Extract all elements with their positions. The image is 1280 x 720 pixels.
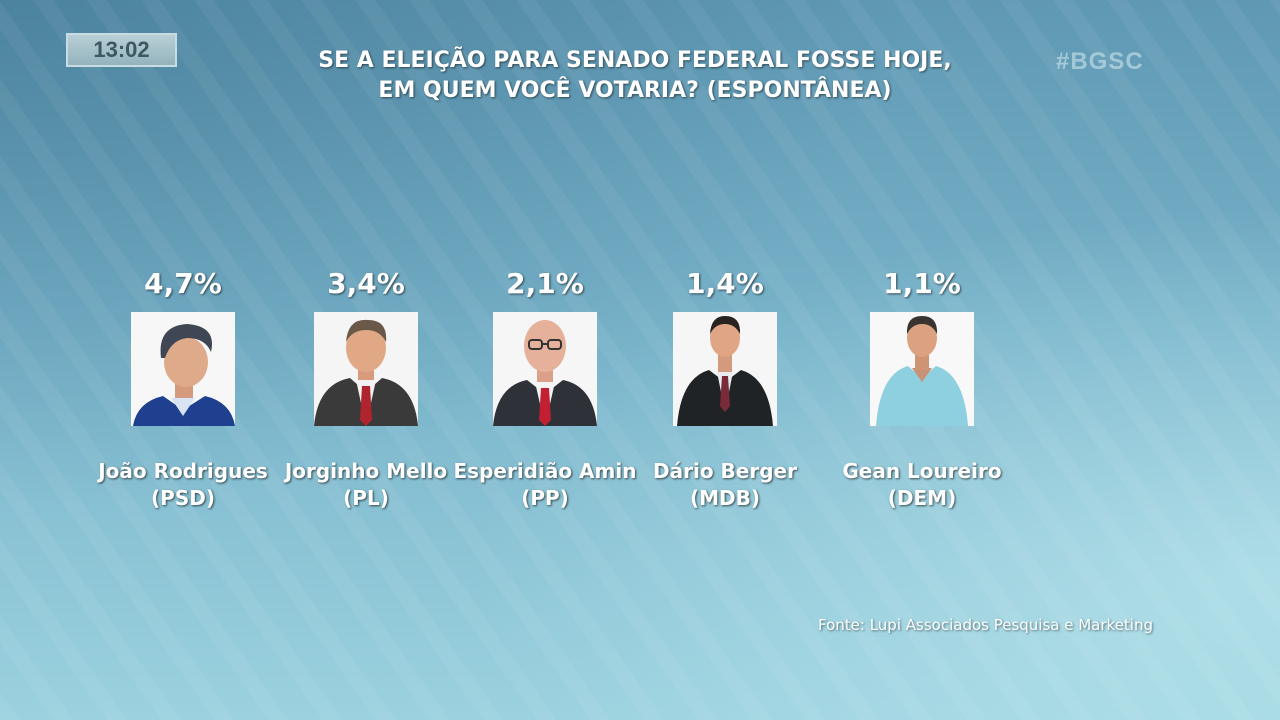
candidate-party: (DEM) bbox=[887, 486, 957, 510]
poll-question: SE A ELEIÇÃO PARA SENADO FEDERAL FOSSE H… bbox=[270, 46, 1000, 106]
candidate-party: (PP) bbox=[521, 486, 569, 510]
candidate-name: Esperidião Amin bbox=[453, 459, 637, 483]
source-credit: Fonte: Lupi Associados Pesquisa e Market… bbox=[818, 616, 1154, 634]
candidate-photo bbox=[673, 312, 777, 426]
candidate-name: João Rodrigues bbox=[98, 459, 268, 483]
candidate-party: (PSD) bbox=[151, 486, 215, 510]
candidate-percent: 2,1% bbox=[506, 267, 584, 300]
candidate-dario-berger: 1,4% Dário Berger (MDB) bbox=[625, 266, 825, 512]
candidate-percent: 1,4% bbox=[686, 267, 764, 300]
candidate-photo bbox=[314, 312, 418, 426]
candidate-name: Jorginho Mello bbox=[284, 459, 448, 483]
candidate-joao-rodrigues: 4,7% João Rodrigues (PSD) bbox=[83, 266, 283, 512]
candidate-name: Gean Loureiro bbox=[842, 459, 1002, 483]
clock-display: 13:02 bbox=[66, 33, 177, 67]
channel-hashtag: #BGSC bbox=[1056, 48, 1144, 75]
candidate-party: (MDB) bbox=[689, 486, 761, 510]
candidate-name: Dário Berger bbox=[653, 459, 797, 483]
poll-question-line-2: EM QUEM VOCÊ VOTARIA? (ESPONTÂNEA) bbox=[378, 78, 892, 103]
candidate-party: (PL) bbox=[343, 486, 389, 510]
candidate-esperidiao-amin: 2,1% Esperidião Amin (PP) bbox=[445, 266, 645, 512]
candidate-gean-loureiro: 1,1% Gean Loureiro (DEM) bbox=[822, 266, 1022, 512]
candidate-jorginho-mello: 3,4% Jorginho Mello (PL) bbox=[266, 266, 466, 512]
poll-question-line-1: SE A ELEIÇÃO PARA SENADO FEDERAL FOSSE H… bbox=[318, 48, 952, 73]
clock-time: 13:02 bbox=[93, 37, 150, 62]
candidate-photo bbox=[870, 312, 974, 426]
candidate-percent: 3,4% bbox=[327, 267, 405, 300]
candidate-photo bbox=[131, 312, 235, 426]
candidate-percent: 4,7% bbox=[144, 267, 222, 300]
candidate-percent: 1,1% bbox=[883, 267, 961, 300]
candidate-photo bbox=[493, 312, 597, 426]
